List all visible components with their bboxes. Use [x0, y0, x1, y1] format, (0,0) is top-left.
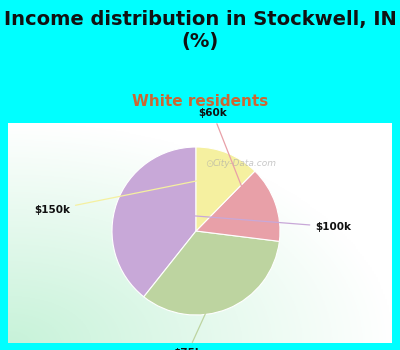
Text: $75k: $75k [173, 288, 217, 350]
Text: City-Data.com: City-Data.com [213, 159, 277, 168]
Text: Income distribution in Stockwell, IN
(%): Income distribution in Stockwell, IN (%) [4, 10, 396, 51]
Text: $100k: $100k [143, 212, 351, 232]
Text: $150k: $150k [34, 177, 216, 215]
Text: White residents: White residents [132, 94, 268, 110]
Wedge shape [112, 147, 196, 297]
Wedge shape [196, 171, 280, 242]
Text: ⊙: ⊙ [206, 159, 214, 169]
Wedge shape [196, 147, 255, 231]
Wedge shape [144, 231, 279, 315]
Text: $60k: $60k [198, 108, 250, 209]
